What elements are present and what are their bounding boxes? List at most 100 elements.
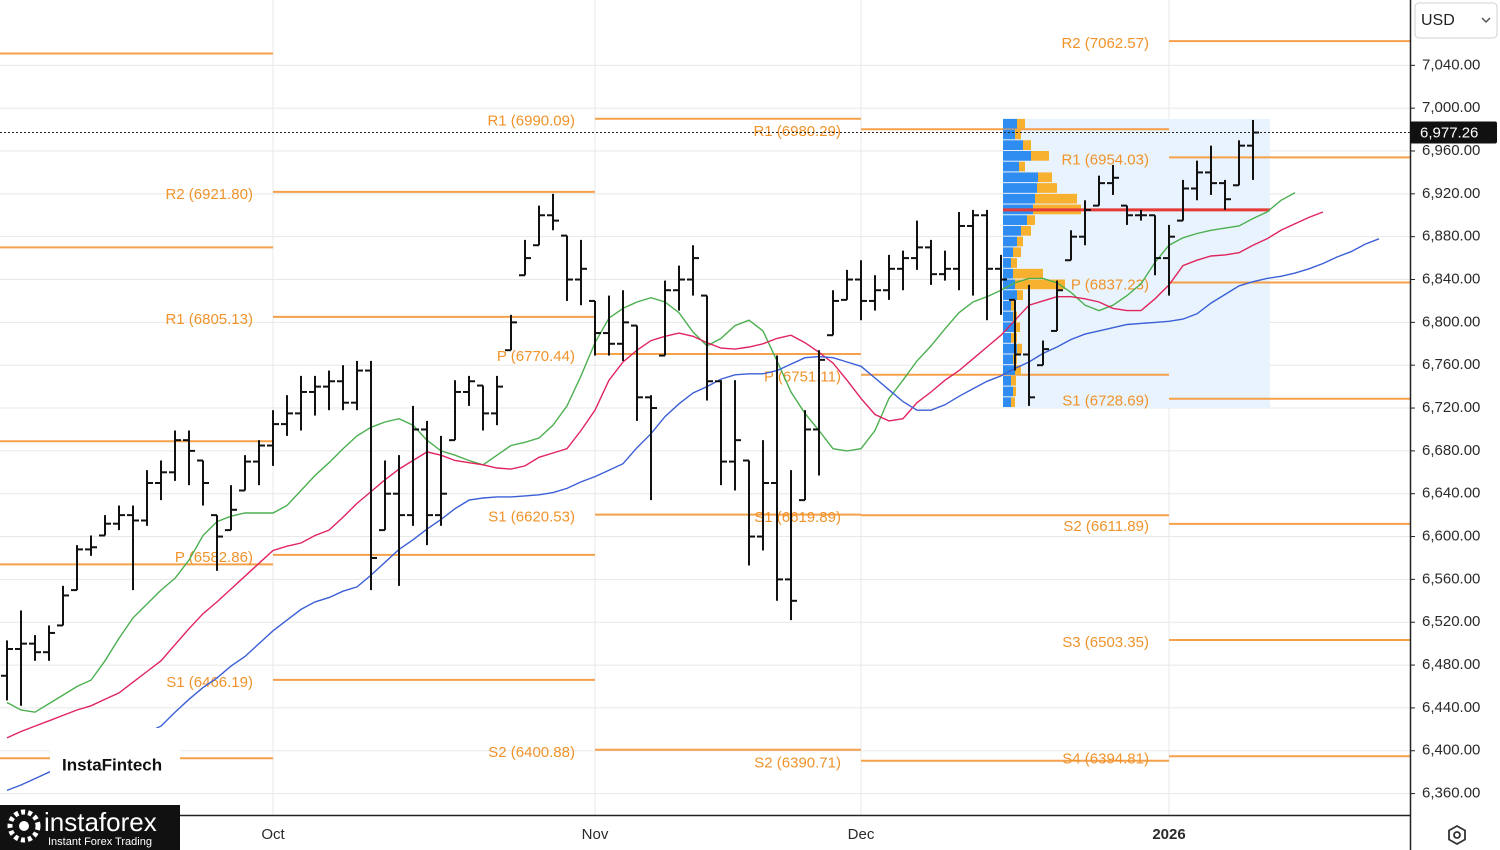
profile-up xyxy=(1003,268,1013,279)
ohlc-bar xyxy=(743,459,755,566)
ohlc-bar xyxy=(771,355,783,601)
ohlc-bar xyxy=(351,360,363,411)
pivot-label: R2 (6921.80) xyxy=(165,186,253,203)
ohlc-bar xyxy=(715,380,727,486)
ohlc-bar xyxy=(309,375,321,416)
y-tick-label: 6,600.00 xyxy=(1422,528,1480,545)
profile-down xyxy=(1013,386,1016,397)
last-price-label: 6,977.26 xyxy=(1420,124,1478,141)
profile-down xyxy=(1038,172,1052,183)
ohlc-bar xyxy=(575,239,587,306)
profile-down xyxy=(1037,183,1057,193)
x-tick-label: Nov xyxy=(582,826,609,843)
profile-down xyxy=(1011,258,1017,268)
x-tick-label: Oct xyxy=(261,826,285,843)
ohlc-bar xyxy=(1163,224,1175,296)
y-tick-label: 6,760.00 xyxy=(1422,356,1480,373)
ohlc-bar xyxy=(295,375,307,431)
ohlc-bar xyxy=(561,234,573,301)
ohlc-bar xyxy=(197,459,209,506)
pivot-label: R2 (7062.57) xyxy=(1061,35,1149,52)
y-tick-label: 7,000.00 xyxy=(1422,99,1480,116)
currency-selector[interactable]: USD xyxy=(1414,2,1498,39)
ohlc-bar xyxy=(211,514,223,571)
ohlc-bar xyxy=(183,430,195,486)
profile-up xyxy=(1003,172,1038,183)
ohlc-bar xyxy=(1037,340,1049,367)
pivot-label: R1 (6954.03) xyxy=(1061,151,1149,168)
ohlc-bar xyxy=(113,505,125,531)
pivot-label: P (6751.11) xyxy=(764,369,841,386)
ohlc-bar xyxy=(547,193,559,231)
ohlc-bar xyxy=(827,290,839,337)
ohlc-bar xyxy=(1051,280,1063,332)
ohlc-bar xyxy=(491,375,503,426)
profile-up xyxy=(1003,375,1011,386)
ohlc-bar xyxy=(57,585,69,627)
pivot-label: P (6837.23) xyxy=(1071,276,1149,293)
ohlc-bar xyxy=(1093,175,1105,207)
ohlc-bar xyxy=(911,220,923,270)
ohlc-bar xyxy=(505,314,517,352)
settings-button[interactable] xyxy=(1448,824,1466,846)
ohlc-bar xyxy=(841,269,853,301)
ohlc-bar xyxy=(1135,209,1147,221)
profile-up xyxy=(1003,118,1017,129)
ohlc-bar xyxy=(883,254,895,300)
brand-icon-core xyxy=(19,821,29,831)
pivot-label: S2 (6611.89) xyxy=(1063,518,1149,535)
pivot-label: R1 (6805.13) xyxy=(165,311,253,328)
ohlc-bar xyxy=(645,395,657,501)
ohlc-bar xyxy=(463,375,475,406)
profile-up xyxy=(1003,236,1017,247)
y-tick-label: 6,640.00 xyxy=(1422,485,1480,502)
ohlc-bar xyxy=(701,294,713,401)
y-tick-label: 6,960.00 xyxy=(1422,142,1480,159)
dropdown-chevron[interactable] xyxy=(1481,17,1491,24)
ohlc-bar xyxy=(967,209,979,296)
profile-down xyxy=(1031,151,1049,161)
y-tick-label: 6,720.00 xyxy=(1422,399,1480,416)
indicator-line xyxy=(6,238,1380,792)
logo-text: InstaFintech xyxy=(62,755,162,774)
ohlc-bar xyxy=(407,405,419,526)
profile-up xyxy=(1003,258,1011,268)
profile-down xyxy=(1011,375,1016,386)
profile-up xyxy=(1003,311,1013,322)
y-tick-label: 6,560.00 xyxy=(1422,570,1480,587)
settings-icon-center[interactable] xyxy=(1453,831,1461,839)
y-tick-label: 7,040.00 xyxy=(1422,56,1480,73)
ohlc-bar xyxy=(15,610,27,706)
ohlc-bar xyxy=(673,265,685,311)
profile-down xyxy=(1019,161,1025,172)
profile-up xyxy=(1003,225,1021,236)
profile-down xyxy=(1021,225,1031,236)
currency-box[interactable] xyxy=(1414,2,1498,39)
ohlc-bar xyxy=(855,260,867,321)
profile-down xyxy=(1027,215,1035,225)
ohlc-bar xyxy=(1,640,13,701)
pivot-label: S1 (6620.53) xyxy=(488,509,575,526)
profile-up xyxy=(1003,279,1015,290)
profile-up xyxy=(1003,161,1019,172)
profile-down xyxy=(1013,247,1021,258)
profile-up xyxy=(1003,333,1011,343)
profile-down xyxy=(1013,268,1043,279)
ohlc-bar xyxy=(323,370,335,411)
ohlc-bar xyxy=(631,324,643,421)
profile-up xyxy=(1003,290,1017,300)
ohlc-bar xyxy=(925,239,937,285)
ohlc-bar xyxy=(869,275,881,311)
pivot-label: S2 (6390.71) xyxy=(754,755,841,772)
ohlc-bar xyxy=(141,470,153,526)
currency-label[interactable]: USD xyxy=(1421,12,1455,29)
pivot-label: R1 (6980.29) xyxy=(753,123,841,140)
profile-up xyxy=(1003,140,1023,151)
profile-down xyxy=(1023,140,1031,151)
ohlc-bar xyxy=(589,299,601,356)
ohlc-bar xyxy=(785,470,797,621)
settings-icon[interactable] xyxy=(1448,824,1466,846)
brand-icon-ring xyxy=(7,809,41,843)
profile-up xyxy=(1003,300,1011,311)
